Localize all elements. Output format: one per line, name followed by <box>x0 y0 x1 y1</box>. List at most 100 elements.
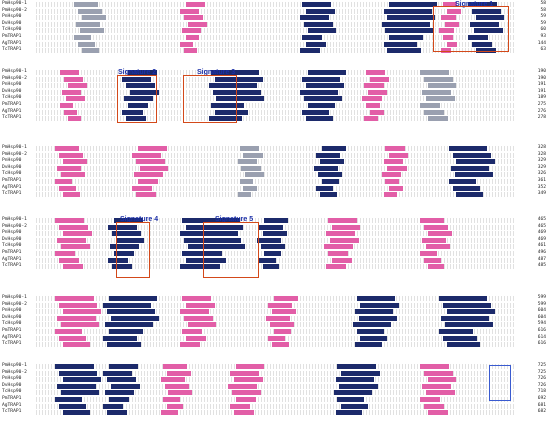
alignment-row: PmHsp90-2 190 <box>0 76 550 82</box>
conservation-band <box>183 315 213 321</box>
conservation-band <box>360 335 388 341</box>
conservation-band <box>318 172 343 178</box>
sequence-track <box>36 152 516 158</box>
alignment-row: AgTRAP1 487 <box>0 257 550 263</box>
alignment-row: PmTRAP1 361 <box>0 178 550 184</box>
conservation-band <box>137 146 167 151</box>
residue-count: 349 <box>537 191 546 197</box>
conservation-band <box>471 41 492 47</box>
conservation-band <box>67 116 82 122</box>
conservation-band <box>427 377 457 383</box>
sequence-track <box>36 390 516 396</box>
conservation-band <box>55 364 94 369</box>
conservation-band <box>130 89 159 95</box>
conservation-band <box>183 237 242 243</box>
conservation-band <box>314 165 339 171</box>
conservation-band <box>456 159 495 165</box>
conservation-band <box>423 109 444 115</box>
sequence-track <box>36 28 516 34</box>
conservation-band <box>420 218 444 223</box>
conservation-band <box>307 103 335 108</box>
conservation-band <box>381 172 401 178</box>
conservation-band <box>352 322 392 328</box>
alignment-row: PmHsp90-2 465 <box>0 223 550 230</box>
species-label: PmHsp90-2 <box>2 223 27 229</box>
sequence-track <box>36 35 516 40</box>
species-label: PmTRAP1 <box>2 396 22 401</box>
residue-count: 189 <box>537 95 546 101</box>
conservation-band <box>362 96 382 102</box>
conservation-band <box>272 309 297 315</box>
conservation-band <box>139 165 169 171</box>
conservation-band <box>364 83 384 89</box>
conservation-band <box>160 410 178 416</box>
conservation-band <box>385 146 405 151</box>
conservation-band <box>109 244 139 250</box>
conservation-band <box>366 103 380 108</box>
conservation-band <box>78 8 103 14</box>
conservation-band <box>444 21 460 27</box>
alignment-row: DvHsp90 726 <box>0 383 550 389</box>
conservation-band <box>233 377 263 383</box>
alignment-row: PmHsp90-1 328 <box>0 145 550 151</box>
conservation-band <box>239 146 259 151</box>
conservation-band <box>62 231 92 237</box>
species-label: PmHsp90-2 <box>2 7 27 13</box>
alignment-row: PmHsp90-2 58 <box>0 7 550 14</box>
conservation-band <box>105 322 154 328</box>
conservation-band <box>108 329 143 334</box>
alignment-row: PnHsp90 191 <box>0 82 550 89</box>
species-label: PmHsp90-2 <box>2 369 27 375</box>
conservation-band <box>274 329 291 334</box>
conservation-band <box>180 264 221 270</box>
conservation-band <box>268 335 286 341</box>
alignment-row: AgTRAP1 681 <box>0 403 550 409</box>
conservation-band <box>55 146 80 151</box>
conservation-band <box>60 70 80 75</box>
conservation-band <box>229 370 259 376</box>
alignment-row: DvHsp90 469 <box>0 237 550 243</box>
conservation-band <box>439 296 488 301</box>
conservation-band <box>333 390 372 396</box>
conservation-band <box>423 403 444 409</box>
conservation-band <box>325 264 347 270</box>
conservation-band <box>262 231 287 237</box>
conservation-band <box>185 35 200 40</box>
residue-count: 59 <box>540 20 546 26</box>
species-label: TcHsp90 <box>2 389 22 395</box>
conservation-band <box>421 89 451 95</box>
species-label: PnHsp90 <box>2 158 22 164</box>
conservation-band <box>135 159 165 165</box>
conservation-band <box>162 364 187 369</box>
residue-count: 58 <box>540 1 546 6</box>
species-label: TcTRAP1 <box>2 115 22 121</box>
sequence-track <box>36 397 516 402</box>
conservation-band <box>448 179 476 184</box>
conservation-band <box>327 251 348 256</box>
residue-count: 604 <box>537 308 546 314</box>
residue-count: 725 <box>537 363 546 368</box>
species-label: TcHsp90 <box>2 95 22 101</box>
species-label: TcHsp90 <box>2 27 22 33</box>
conservation-band <box>441 48 452 54</box>
conservation-band <box>387 48 421 54</box>
conservation-band <box>80 28 105 34</box>
conservation-band <box>107 342 141 348</box>
residue-count: 326 <box>537 171 546 177</box>
conservation-band <box>420 70 449 75</box>
species-label: PmHsp90-1 <box>2 217 27 222</box>
residue-count: 465 <box>537 223 546 229</box>
conservation-band <box>307 70 347 75</box>
residue-count: 616 <box>537 328 546 333</box>
conservation-band <box>166 370 191 376</box>
residue-count: 275 <box>537 102 546 107</box>
conservation-band <box>183 15 204 21</box>
conservation-band <box>423 76 453 82</box>
conservation-band <box>137 179 158 184</box>
alignment-row: PnHsp90 59 <box>0 14 550 21</box>
conservation-band <box>366 70 386 75</box>
conservation-band <box>370 76 390 82</box>
conservation-band <box>337 397 365 402</box>
sequence-track <box>36 159 516 165</box>
conservation-band <box>185 2 205 7</box>
